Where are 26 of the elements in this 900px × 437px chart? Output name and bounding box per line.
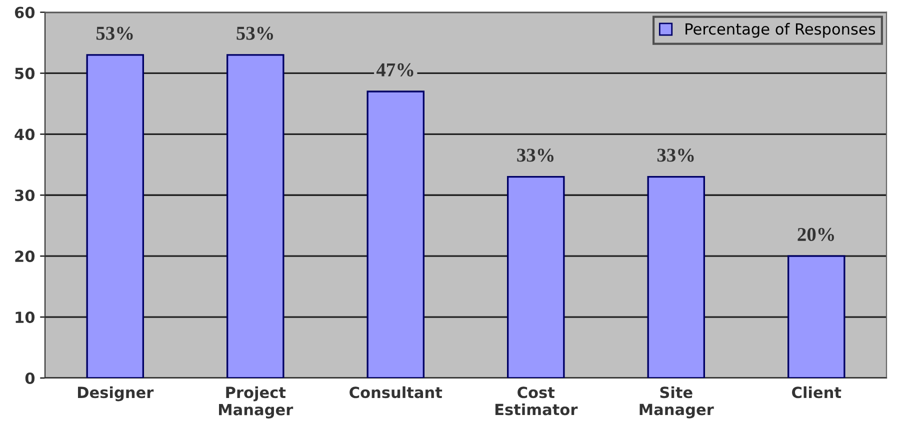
x-tick-label: Cost Estimator [495, 386, 578, 416]
data-label: 53% [96, 26, 133, 40]
bar [86, 54, 144, 378]
data-label: 47% [376, 63, 414, 76]
bar [647, 176, 706, 378]
y-tick-label: 50 [15, 68, 35, 80]
y-tick-label: 20 [15, 250, 35, 262]
y-tick-label: 10 [16, 312, 35, 324]
y-tick-label: 0 [25, 372, 35, 384]
bar [787, 255, 846, 378]
y-tick-label: 40 [14, 128, 35, 140]
bar [506, 176, 565, 378]
x-tick-label: Project Manager [219, 386, 294, 418]
legend-label: Percentage of Responses [686, 22, 876, 38]
data-label: 33% [517, 148, 554, 162]
x-tick-label: Site Manager [640, 386, 714, 418]
x-tick-label: Designer [78, 386, 154, 402]
bar [366, 90, 425, 378]
data-label: 53% [236, 26, 273, 40]
bar [226, 54, 284, 378]
y-tick-label: 60 [14, 6, 35, 18]
x-tick-label: Consultant [350, 386, 442, 398]
y-tick-label: 30 [15, 190, 35, 202]
data-label: 20% [798, 228, 834, 242]
x-tick-label: Client [792, 386, 842, 398]
data-label: 33% [657, 148, 694, 162]
